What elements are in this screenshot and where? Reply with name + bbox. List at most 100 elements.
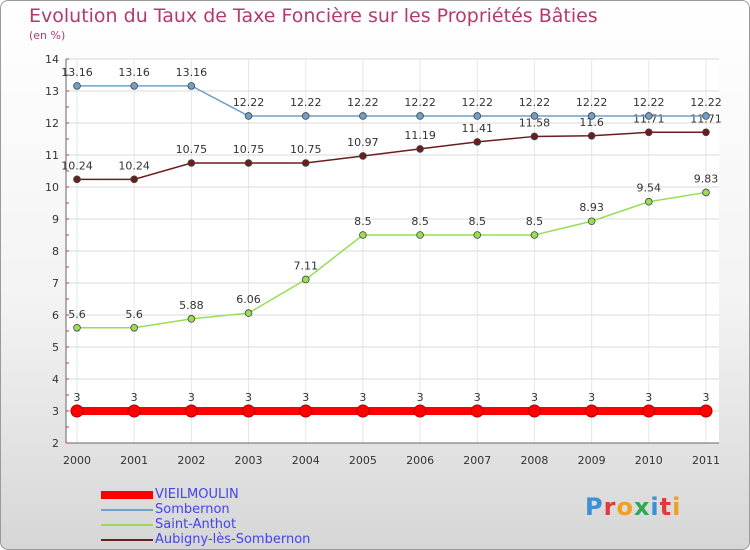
- series-line: [77, 131, 706, 181]
- data-label: 8.5: [526, 215, 544, 228]
- data-point: [644, 112, 653, 120]
- data-point: [356, 404, 370, 418]
- x-tick-label: 2006: [406, 454, 434, 467]
- data-label: 13.16: [118, 66, 150, 79]
- data-label: 10.24: [118, 159, 150, 172]
- data-point: [473, 112, 482, 120]
- chart-units: (en %): [29, 29, 66, 42]
- x-tick-label: 2009: [578, 454, 606, 467]
- data-label: 3: [74, 391, 81, 404]
- data-label: 3: [359, 391, 366, 404]
- legend-swatch: [101, 539, 153, 541]
- data-point: [587, 217, 596, 226]
- y-tick-label: 8: [52, 245, 59, 258]
- data-point: [359, 112, 367, 120]
- data-point: [127, 404, 141, 418]
- data-label: 3: [531, 391, 538, 404]
- y-tick-label: 13: [45, 85, 59, 98]
- data-label: 10.75: [176, 143, 208, 156]
- data-point: [244, 159, 253, 167]
- y-tick-label: 6: [52, 309, 59, 322]
- data-label: 13.16: [176, 66, 208, 79]
- x-tick-label: 2005: [349, 454, 377, 467]
- data-label: 12.22: [633, 96, 665, 109]
- logo-letter: P: [585, 493, 604, 521]
- chart-title: Evolution du Taux de Taxe Foncière sur l…: [29, 5, 598, 27]
- data-label: 12.22: [347, 96, 379, 109]
- data-point: [470, 404, 484, 418]
- series-line: [77, 85, 706, 117]
- y-tick-label: 12: [45, 117, 59, 130]
- data-point: [702, 112, 710, 120]
- data-label: 11.41: [462, 122, 494, 135]
- x-tick-label: 2008: [520, 454, 548, 467]
- x-tick-label: 2011: [692, 454, 720, 467]
- data-label: 9.54: [637, 182, 662, 195]
- x-tick-label: 2010: [635, 454, 663, 467]
- legend-label: VIEILMOULIN: [155, 487, 239, 502]
- data-point: [130, 82, 138, 90]
- data-label: 12.22: [233, 96, 265, 109]
- data-point: [242, 404, 256, 418]
- data-point: [130, 175, 138, 184]
- x-tick-label: 2000: [63, 454, 91, 467]
- data-label: 9.83: [694, 172, 719, 185]
- data-point: [585, 404, 599, 418]
- data-label: 12.22: [404, 96, 436, 109]
- logo-letter: t: [659, 493, 673, 521]
- legend-label: Aubigny-lès-Sombernon: [155, 532, 311, 547]
- data-point: [416, 112, 424, 120]
- data-point: [73, 82, 81, 90]
- data-point: [699, 404, 713, 418]
- y-tick-label: 9: [52, 213, 59, 226]
- logo-letter: x: [633, 493, 651, 521]
- data-point: [413, 404, 427, 418]
- data-point: [73, 323, 81, 332]
- data-label: 3: [702, 391, 709, 404]
- data-point: [587, 132, 596, 140]
- data-point: [359, 152, 367, 160]
- data-label: 3: [645, 391, 652, 404]
- legend-swatch: [101, 509, 153, 511]
- data-point: [644, 197, 653, 206]
- data-label: 3: [245, 391, 252, 404]
- data-label: 10.24: [61, 159, 93, 172]
- data-point: [644, 128, 653, 137]
- y-tick-label: 14: [45, 53, 59, 66]
- y-tick-label: 3: [52, 405, 59, 418]
- data-point: [187, 159, 196, 167]
- data-point: [527, 404, 541, 418]
- data-label: 7.11: [293, 259, 318, 272]
- legend-label: Saint-Anthot: [155, 517, 237, 532]
- data-label: 8.93: [579, 201, 604, 214]
- data-point: [702, 188, 710, 197]
- data-point: [642, 404, 656, 418]
- data-label: 12.22: [462, 96, 494, 109]
- data-point: [530, 112, 539, 120]
- proxiti-logo: Proxiti: [585, 493, 681, 521]
- legend-swatch: [101, 491, 153, 499]
- series-line: [77, 191, 707, 329]
- data-point: [301, 112, 310, 120]
- data-label: 10.75: [233, 143, 265, 156]
- data-label: 12.22: [690, 96, 722, 109]
- data-label: 8.5: [354, 215, 372, 228]
- data-label: 12.22: [290, 96, 322, 109]
- y-tick-label: 4: [52, 373, 59, 386]
- data-point: [130, 323, 138, 332]
- data-point: [244, 112, 253, 120]
- data-label: 3: [474, 391, 481, 404]
- data-label: 5.6: [68, 308, 86, 321]
- data-label: 5.88: [179, 299, 204, 312]
- legend-label: Sombernon: [155, 502, 230, 517]
- y-tick-label: 11: [45, 149, 59, 162]
- data-point: [702, 128, 710, 137]
- data-label: 3: [588, 391, 595, 404]
- data-point: [73, 175, 81, 184]
- logo-letter: o: [616, 493, 634, 521]
- data-label: 11.19: [404, 129, 436, 142]
- data-label: 3: [302, 391, 309, 404]
- data-point: [359, 231, 367, 239]
